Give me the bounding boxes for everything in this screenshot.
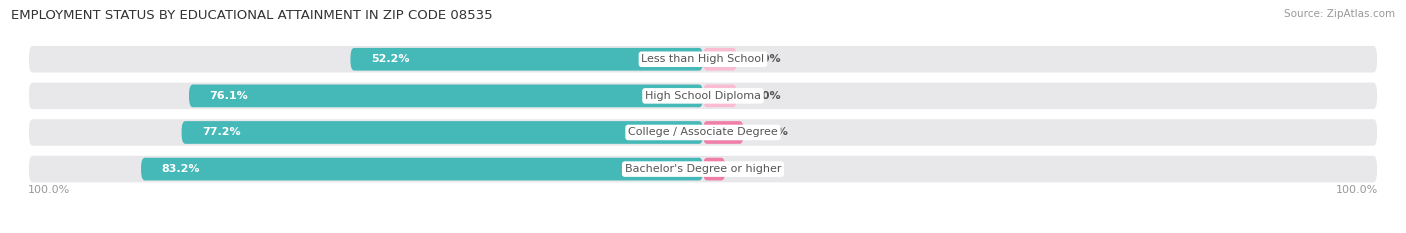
Text: 0.0%: 0.0%: [751, 54, 780, 64]
Text: 3.3%: 3.3%: [751, 164, 780, 174]
FancyBboxPatch shape: [28, 45, 1378, 74]
FancyBboxPatch shape: [703, 48, 737, 71]
Text: 83.2%: 83.2%: [162, 164, 200, 174]
FancyBboxPatch shape: [350, 48, 703, 71]
FancyBboxPatch shape: [703, 158, 725, 180]
Text: Source: ZipAtlas.com: Source: ZipAtlas.com: [1284, 9, 1395, 19]
FancyBboxPatch shape: [181, 121, 703, 144]
FancyBboxPatch shape: [28, 81, 1378, 110]
Text: 77.2%: 77.2%: [202, 127, 240, 137]
Text: 100.0%: 100.0%: [28, 185, 70, 195]
FancyBboxPatch shape: [703, 85, 737, 107]
Text: High School Diploma: High School Diploma: [645, 91, 761, 101]
FancyBboxPatch shape: [703, 121, 744, 144]
FancyBboxPatch shape: [28, 118, 1378, 147]
Text: 0.0%: 0.0%: [751, 91, 780, 101]
Text: College / Associate Degree: College / Associate Degree: [628, 127, 778, 137]
Text: 6.0%: 6.0%: [756, 127, 787, 137]
Text: 100.0%: 100.0%: [1336, 185, 1378, 195]
Text: EMPLOYMENT STATUS BY EDUCATIONAL ATTAINMENT IN ZIP CODE 08535: EMPLOYMENT STATUS BY EDUCATIONAL ATTAINM…: [11, 9, 494, 22]
Text: Less than High School: Less than High School: [641, 54, 765, 64]
FancyBboxPatch shape: [28, 154, 1378, 184]
Text: 76.1%: 76.1%: [209, 91, 247, 101]
FancyBboxPatch shape: [188, 85, 703, 107]
Text: 52.2%: 52.2%: [371, 54, 409, 64]
Text: Bachelor's Degree or higher: Bachelor's Degree or higher: [624, 164, 782, 174]
FancyBboxPatch shape: [141, 158, 703, 180]
